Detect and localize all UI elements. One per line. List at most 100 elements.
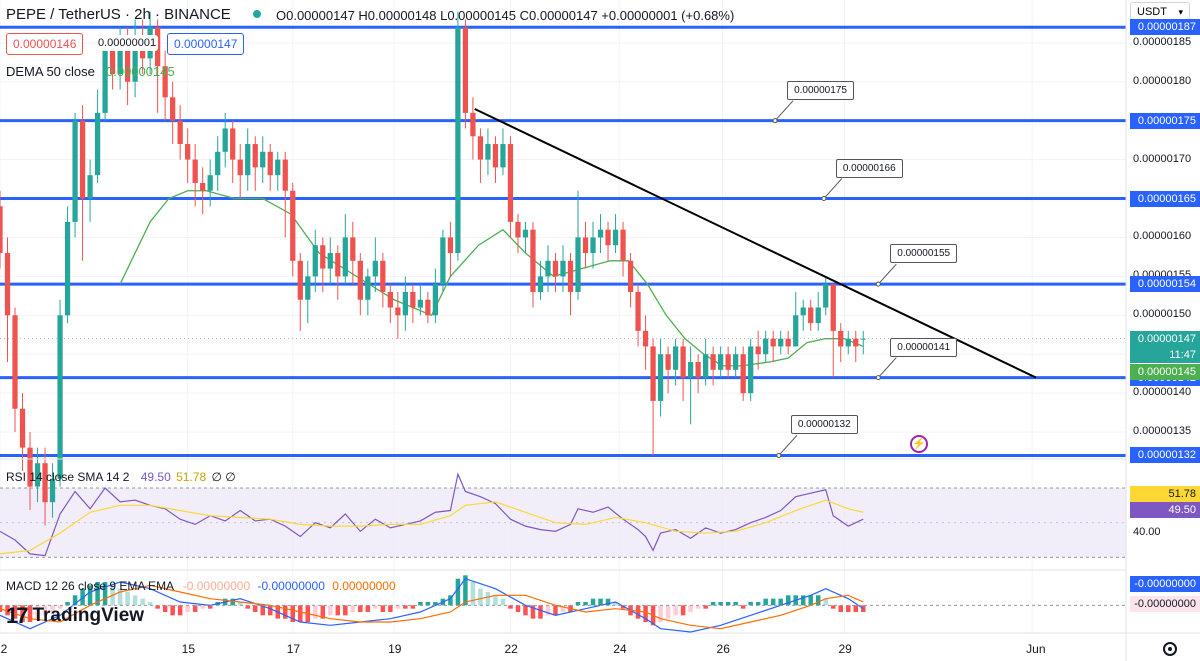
macd-hist-bar-5 <box>35 605 40 619</box>
candle-36 <box>267 144 273 191</box>
rsi-indicator-label[interactable]: RSI 14 close SMA 14 2 49.50 51.78 ∅ ∅ <box>6 470 236 484</box>
annotation-pointer-1 <box>823 178 843 199</box>
candle-33 <box>245 128 251 191</box>
level-price-tag: 0.00000165 <box>1130 190 1200 207</box>
candle-body <box>582 237 589 254</box>
candle-body <box>702 354 709 378</box>
macd-hist-bar-57 <box>425 602 431 606</box>
market-open-dot-icon <box>253 10 261 18</box>
candle-body <box>447 237 454 254</box>
current-price-tag: 0.00000147 11:47 <box>1130 330 1200 363</box>
candle-55 <box>410 284 416 324</box>
candle-32 <box>237 144 243 199</box>
price-tick-label: 0.00000185 <box>1133 35 1192 48</box>
time-tick-label: 29 <box>838 642 852 656</box>
candle-70 <box>522 221 529 254</box>
candle-body <box>102 50 108 113</box>
candle-body <box>19 408 26 448</box>
price-annotation-box[interactable]: 0.00000132 <box>790 415 858 435</box>
macd-hist-bar-94 <box>703 605 708 609</box>
candle-body <box>320 245 326 269</box>
currency-selector[interactable]: USDT ▾ <box>1130 2 1190 20</box>
macd-hist-bar-36 <box>267 605 273 616</box>
candle-112 <box>838 323 844 363</box>
macd-hist-bar-22 <box>162 605 168 612</box>
macd-line-tag: -0.00000000 <box>1130 576 1200 592</box>
macd-hist-bar-14 <box>102 582 108 606</box>
candle-body <box>425 299 431 316</box>
macd-hist-bar-31 <box>230 598 235 606</box>
candle-body <box>500 144 506 168</box>
price-tick-label: 0.00000135 <box>1133 425 1192 438</box>
dema-indicator-label[interactable]: DEMA 50 close <box>6 64 95 79</box>
candle-47 <box>350 221 356 285</box>
candle-body <box>620 229 626 261</box>
macd-hist-bar-107 <box>800 595 806 606</box>
rsi-sma-value: 51.78 <box>176 470 207 484</box>
price-annotation-box[interactable]: 0.00000166 <box>835 158 903 178</box>
price-annotation-box[interactable]: 0.00000175 <box>787 80 854 100</box>
candle-44 <box>327 237 333 285</box>
candle-body <box>417 299 424 308</box>
symbol-title[interactable]: PEPE / TetherUS · 2h · BINANCE <box>6 6 231 23</box>
candle-body <box>793 315 799 347</box>
macd-hist-bar-78 <box>583 602 588 606</box>
candle-50 <box>372 237 378 292</box>
macd-hist-bar-3 <box>20 605 25 622</box>
macd-hist-bar-18 <box>132 595 138 606</box>
macd-hist-bar-53 <box>395 605 401 609</box>
price-annotation-box[interactable]: 0.00000155 <box>890 244 958 264</box>
candle-5 <box>34 447 41 503</box>
macd-hist-bar-54 <box>403 605 408 609</box>
macd-hist-bar-10 <box>72 595 78 606</box>
candle-71 <box>530 221 536 308</box>
candle-66 <box>492 136 499 183</box>
gear-icon[interactable] <box>1163 642 1177 656</box>
candle-57 <box>425 291 431 324</box>
candle-114 <box>853 330 859 363</box>
candle-98 <box>733 346 739 378</box>
candle-64 <box>477 128 484 183</box>
lightning-icon[interactable]: ⚡ <box>910 435 928 453</box>
macd-series <box>0 575 1126 633</box>
macd-hist-bar-17 <box>125 592 130 606</box>
trendline[interactable] <box>474 108 1037 379</box>
buy-button[interactable]: 0.00000147 <box>167 33 245 55</box>
candle-11 <box>79 105 86 261</box>
sell-button[interactable]: 0.00000146 <box>6 33 84 55</box>
macd-hist-bar-42 <box>313 605 318 619</box>
candle-body <box>57 315 63 479</box>
candle-84 <box>627 253 634 308</box>
time-tick-label: 22 <box>504 642 518 656</box>
candle-body <box>492 144 499 168</box>
tradingview-logo[interactable]: 17 TradingView <box>6 601 144 631</box>
candle-body <box>79 120 86 199</box>
macd-hist-bar-70 <box>523 605 528 616</box>
horizontal-levels[interactable] <box>0 25 1126 457</box>
macd-hist-bar-8 <box>57 605 63 609</box>
candle-46 <box>342 214 348 285</box>
macd-hist-bar-105 <box>785 595 791 606</box>
candle-body <box>335 253 341 277</box>
candle-39 <box>290 182 296 277</box>
candle-9 <box>64 206 71 324</box>
macd-hist-bar-7 <box>50 605 55 612</box>
candle-body <box>552 260 559 277</box>
price-annotation-box[interactable]: 0.00000141 <box>890 337 958 357</box>
candle-body <box>680 346 686 378</box>
macd-hist-bar-64 <box>478 588 483 606</box>
candle-body <box>282 159 288 191</box>
candle-body <box>800 307 806 316</box>
candle-body <box>109 50 116 74</box>
macd-hist-bar-103 <box>770 598 776 606</box>
candle-body <box>590 237 596 254</box>
candle-body <box>64 221 71 316</box>
candle-body <box>838 330 844 347</box>
macd-hist-bar-35 <box>260 605 265 616</box>
candle-body <box>672 346 679 370</box>
macd-indicator-label[interactable]: MACD 12 26 close 9 EMA EMA -0.00000000 -… <box>6 579 396 593</box>
candle-body <box>94 112 101 176</box>
macd-hist-bar-51 <box>380 605 386 612</box>
macd-hist-bar-69 <box>515 605 521 612</box>
